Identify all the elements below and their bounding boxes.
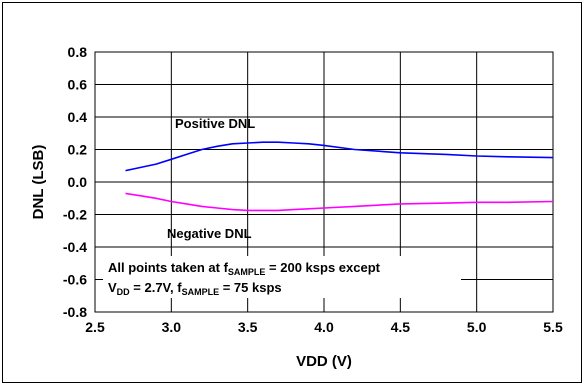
x-tick-label: 5.0: [467, 319, 487, 335]
chart-frame: [2, 2, 582, 383]
y-tick-label: -0.2: [63, 207, 87, 223]
y-tick-label: 0.4: [68, 109, 88, 125]
note-line-2: VDD = 2.7V, fSAMPLE = 75 ksps: [108, 280, 282, 297]
negative-dnl-line: [125, 192, 554, 212]
x-tick-labels: 2.5 3.0 3.5 4.0 4.5 5.0 5.5: [85, 319, 563, 335]
x-tick-label: 4.5: [391, 319, 411, 335]
note-background: [103, 256, 461, 298]
x-tick-label: 2.5: [85, 319, 105, 335]
note-line-1: All points taken at fSAMPLE = 200 ksps e…: [108, 260, 381, 277]
series-group: [125, 141, 554, 212]
y-tick-label: -0.4: [63, 239, 87, 255]
note-1-sub: SAMPLE: [228, 267, 266, 277]
y-tick-label: 0.8: [68, 44, 88, 60]
x-tick-label: 3.0: [162, 319, 182, 335]
note-2-fsub: SAMPLE: [182, 287, 220, 297]
y-tick-label: 0.2: [68, 142, 88, 158]
y-tick-label: -0.8: [63, 304, 87, 320]
x-tick-label: 4.0: [314, 319, 334, 335]
y-axis-title: DNL (LSB): [30, 145, 47, 220]
negative-dnl-label: Negative DNL: [167, 226, 252, 241]
y-tick-labels: 0.8 0.6 0.4 0.2 0.0 -0.2 -0.4 -0.6 -0.8: [63, 44, 87, 320]
note-1-prefix: All points taken at f: [108, 260, 229, 275]
x-axis-title: VDD (V): [296, 353, 352, 370]
positive-dnl-line: [125, 141, 554, 172]
note-1-suffix: = 200 ksps except: [265, 260, 380, 275]
note-2-vsub: DD: [117, 287, 130, 297]
y-tick-label: 0.6: [68, 77, 88, 93]
y-tick-label: -0.6: [63, 272, 87, 288]
y-tick-label: 0.0: [68, 174, 88, 190]
note-2-suffix: = 75 ksps: [219, 280, 282, 295]
note-2-v: V: [108, 280, 117, 295]
note-2-mid: = 2.7V, f: [130, 280, 183, 295]
x-tick-label: 5.5: [543, 319, 563, 335]
positive-dnl-label: Positive DNL: [175, 116, 255, 131]
x-tick-label: 3.5: [238, 319, 258, 335]
plot-area: [94, 51, 554, 313]
